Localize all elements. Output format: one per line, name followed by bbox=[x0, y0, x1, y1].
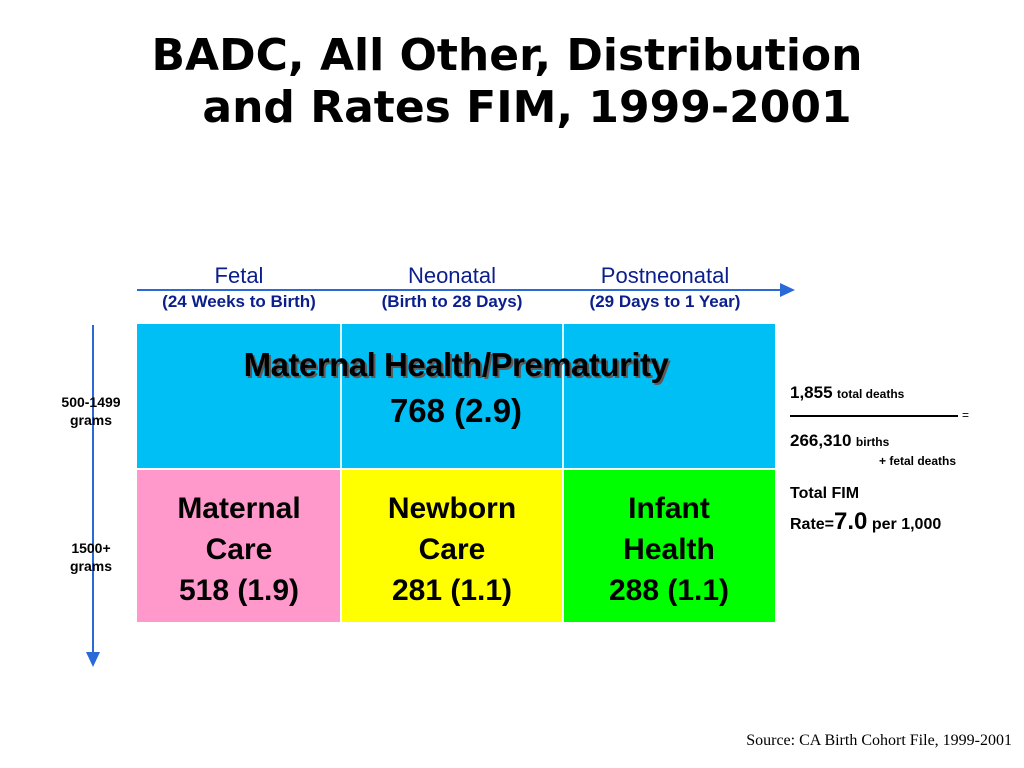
period-header-neonatal: Neonatal (Birth to 28 Days) bbox=[352, 262, 552, 314]
equals-sign: = bbox=[962, 408, 970, 422]
births-label: births bbox=[855, 435, 890, 449]
newborn-care-text: Newborn Care 281 (1.1) bbox=[341, 488, 563, 611]
grid-divider bbox=[562, 324, 564, 469]
period-header-postneonatal: Postneonatal (29 Days to 1 Year) bbox=[565, 262, 765, 314]
rate-prefix: Rate= bbox=[790, 516, 835, 533]
deaths-label: total deaths bbox=[837, 387, 905, 401]
infant-health-text: Infant Health 288 (1.1) bbox=[563, 488, 775, 611]
title-line-1: BADC, All Other, Distribution bbox=[151, 30, 863, 81]
weight-label-line: grams bbox=[69, 412, 113, 428]
cell-value: 288 (1.1) bbox=[608, 574, 730, 607]
weight-axis-line bbox=[92, 325, 94, 655]
births-value: 266,310 bbox=[790, 431, 852, 450]
newborn-care-cell bbox=[341, 469, 563, 622]
time-axis-arrowhead bbox=[780, 283, 795, 297]
weight-label-500-1499: 500-1499 grams bbox=[46, 393, 136, 429]
total-fim-label: Total FIM bbox=[790, 485, 860, 502]
fraction-bar bbox=[790, 415, 958, 417]
fetal-deaths-label: + fetal deaths bbox=[879, 454, 957, 468]
maternal-health-label: Maternal Health/Prematurity bbox=[243, 346, 669, 383]
weight-axis-arrowhead bbox=[86, 652, 100, 667]
weight-label-line: grams bbox=[69, 558, 113, 574]
grid-divider bbox=[340, 324, 342, 469]
grid-divider bbox=[340, 469, 342, 622]
births-denominator: 266,310 births bbox=[790, 431, 889, 451]
period-range: (Birth to 28 Days) bbox=[381, 292, 523, 311]
maternal-care-cell bbox=[137, 469, 341, 622]
cell-value: 518 (1.9) bbox=[178, 574, 300, 607]
rate-value: 7.0 bbox=[834, 508, 868, 535]
grid-divider bbox=[137, 468, 775, 470]
maternal-care-text: Maternal Care 518 (1.9) bbox=[137, 488, 341, 611]
cell-line: Care bbox=[418, 533, 486, 566]
infant-health-cell bbox=[563, 469, 775, 622]
weight-label-line: 500-1499 bbox=[61, 394, 121, 410]
maternal-health-value: 768 (2.9) bbox=[389, 392, 523, 429]
source-note: Source: CA Birth Cohort File, 1999-2001 bbox=[746, 732, 1012, 749]
fim-rate: Rate=7.0 per 1,000 bbox=[790, 508, 941, 536]
cell-line: Care bbox=[205, 533, 273, 566]
period-name: Neonatal bbox=[407, 263, 497, 288]
grid-divider bbox=[562, 469, 564, 622]
maternal-health-cell bbox=[137, 324, 775, 469]
period-name: Fetal bbox=[214, 263, 264, 288]
cell-line: Infant bbox=[628, 492, 710, 525]
period-range: (24 Weeks to Birth) bbox=[162, 292, 316, 311]
cell-line: Newborn bbox=[387, 492, 517, 525]
rate-suffix: per 1,000 bbox=[871, 516, 942, 533]
weight-label-1500-plus: 1500+ grams bbox=[46, 539, 136, 575]
cell-value: 281 (1.1) bbox=[391, 574, 513, 607]
period-range: (29 Days to 1 Year) bbox=[589, 292, 741, 311]
slide-title: BADC, All Other, Distribution and Rates … bbox=[0, 30, 1024, 134]
period-header-fetal: Fetal (24 Weeks to Birth) bbox=[139, 262, 339, 314]
weight-label-line: 1500+ bbox=[71, 540, 111, 556]
period-name: Postneonatal bbox=[600, 263, 730, 288]
title-line-2: and Rates FIM, 1999-2001 bbox=[202, 82, 852, 133]
deaths-numerator: 1,855 total deaths bbox=[790, 383, 904, 403]
time-axis-line bbox=[137, 289, 782, 291]
deaths-value: 1,855 bbox=[790, 383, 833, 402]
cell-line: Maternal bbox=[177, 492, 301, 525]
cell-line: Health bbox=[623, 533, 715, 566]
